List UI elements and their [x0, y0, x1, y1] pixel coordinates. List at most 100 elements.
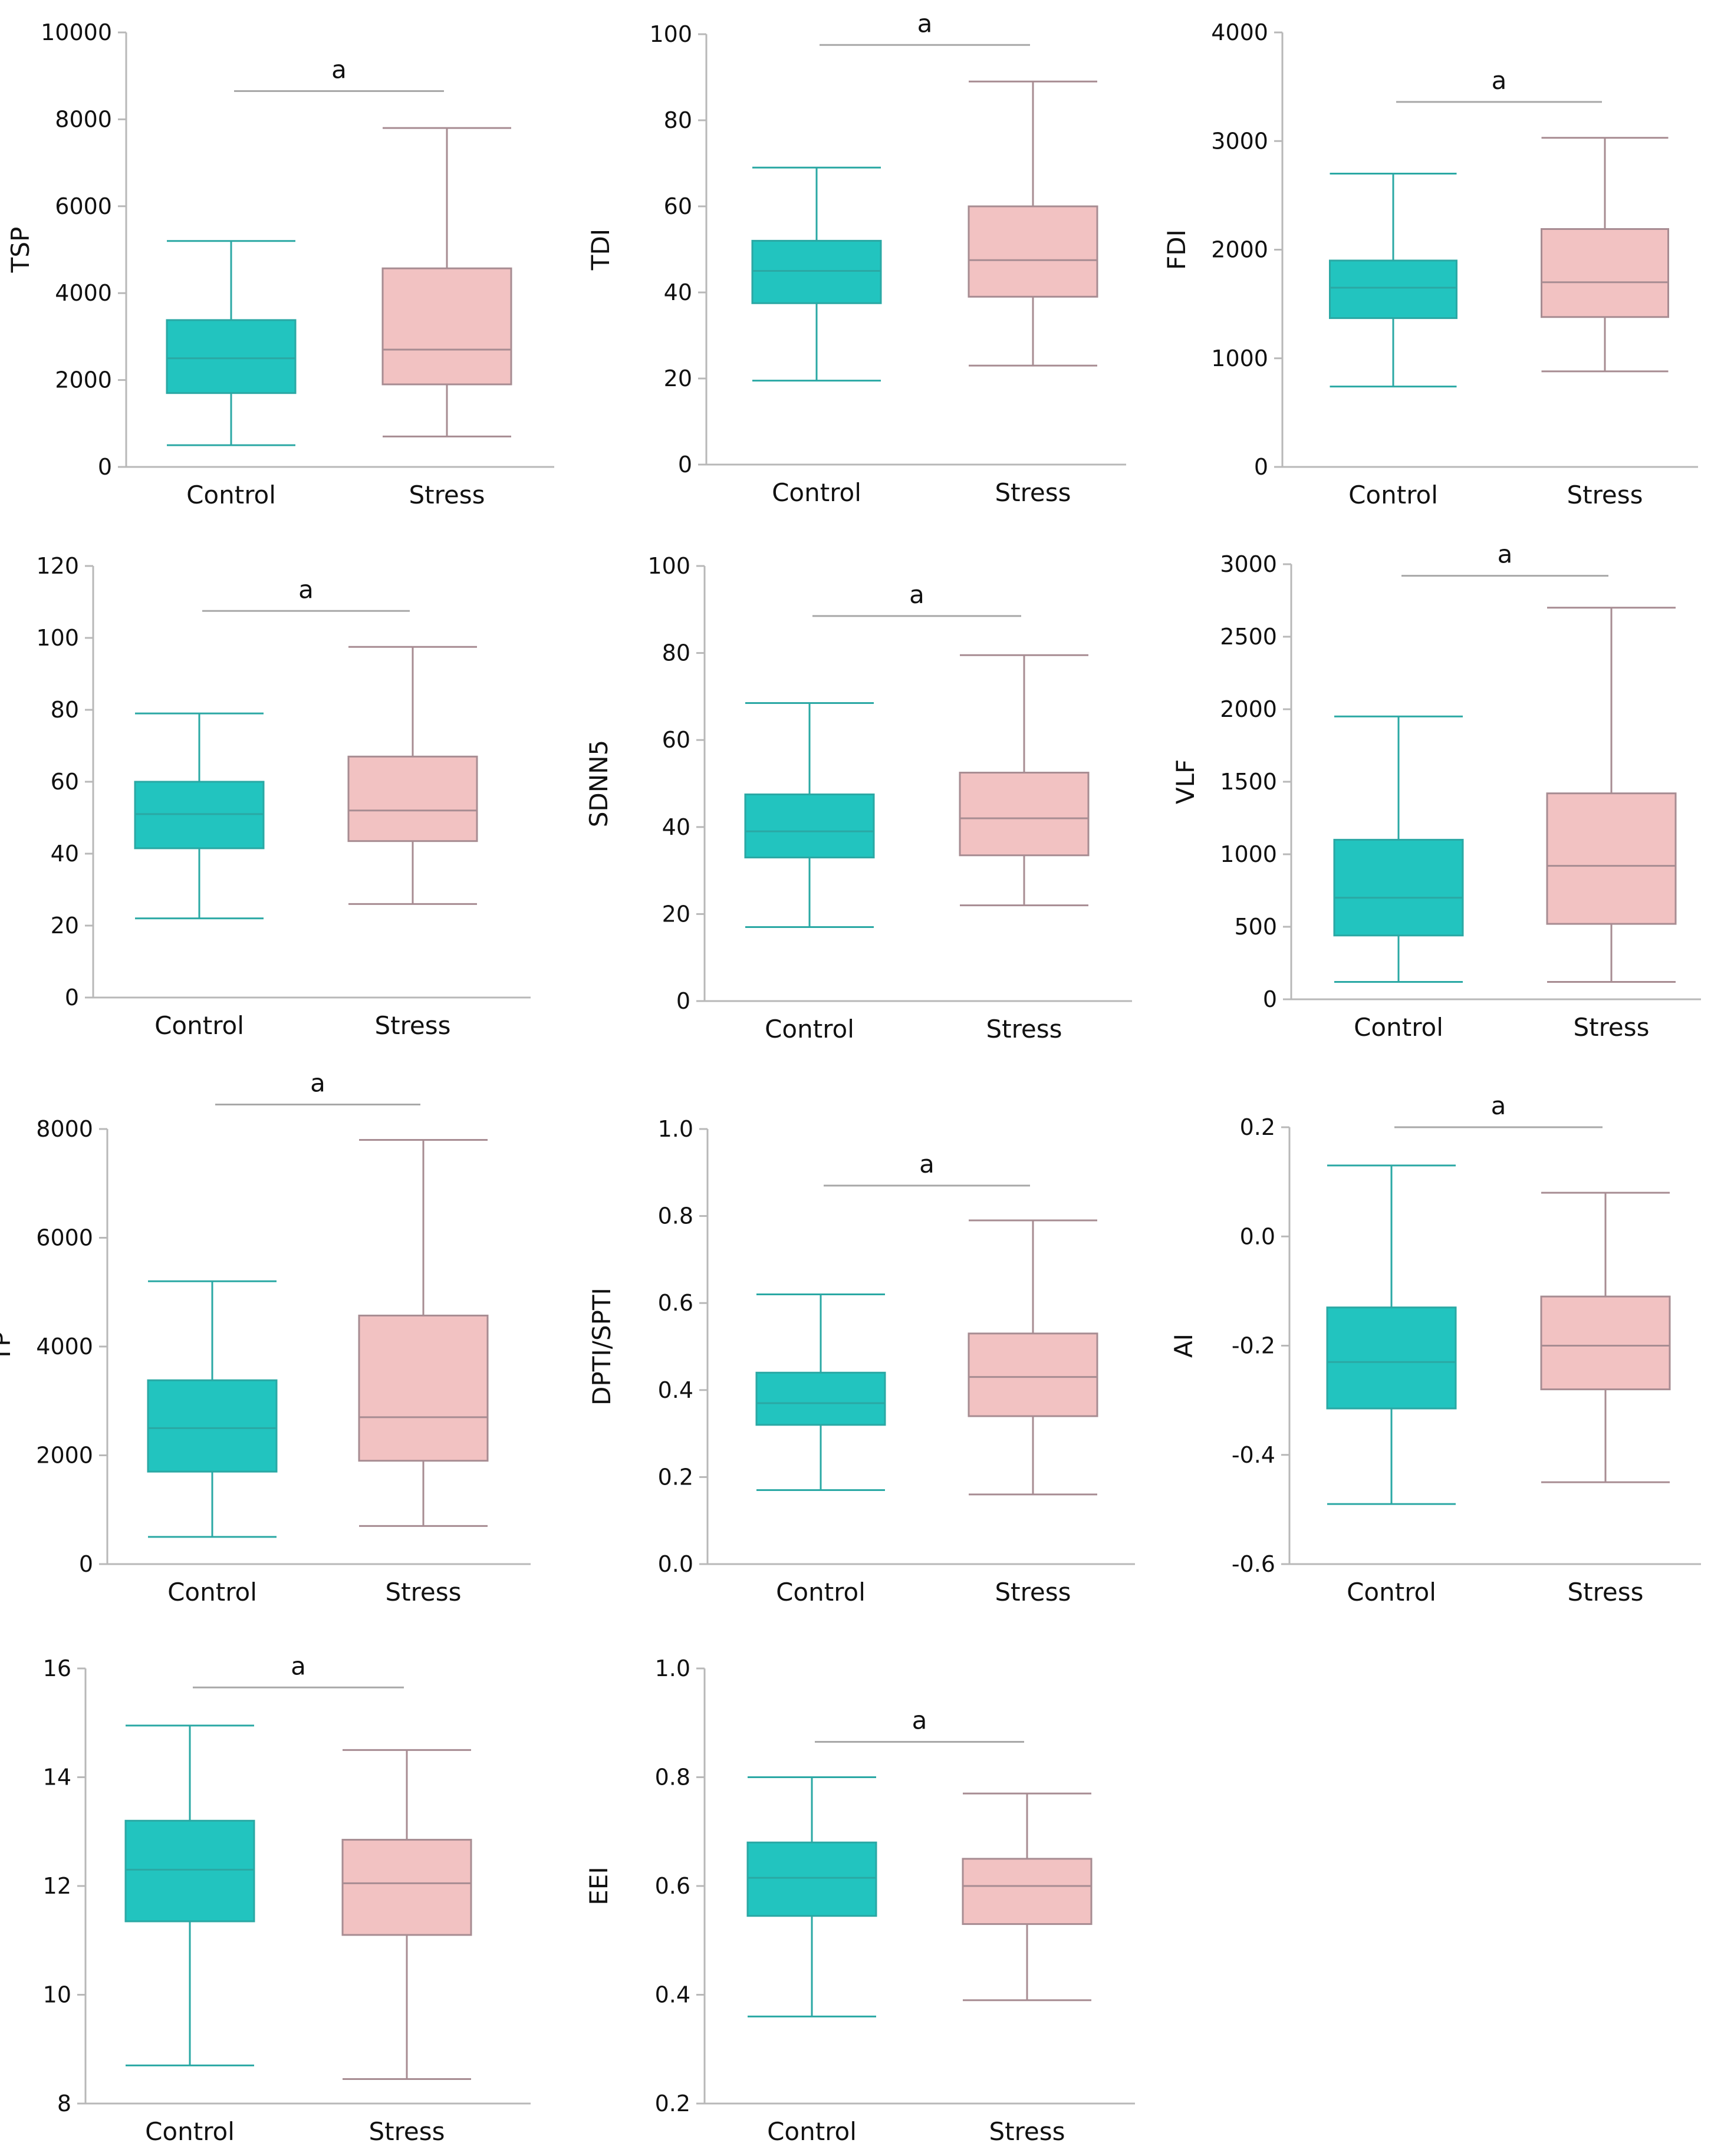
- y-tick-label: -0.4: [1232, 1442, 1275, 1468]
- stress-box: [1540, 1295, 1671, 1391]
- y-tick-label: 0.6: [655, 1873, 690, 1899]
- y-tick-label: 40: [51, 841, 79, 867]
- y-tick-label: 4000: [36, 1334, 93, 1360]
- x-category-label-control: Control: [765, 1015, 854, 1044]
- y-tick-label: -0.6: [1232, 1551, 1275, 1577]
- y-tick-label: 3000: [1211, 128, 1268, 154]
- control-box: [751, 239, 882, 304]
- x-category-label-stress: Stress: [409, 480, 485, 509]
- y-axis-label: SDNN: [0, 746, 2, 818]
- y-tick-label: 1.0: [655, 1655, 690, 1681]
- y-tick-label: 0.8: [658, 1203, 693, 1229]
- stress-box: [968, 205, 1098, 298]
- y-tick-label: 100: [647, 553, 690, 579]
- chart-panel-tdi: 0 20 40 60 80 100 TDI Control Stress a: [586, 9, 1126, 507]
- y-tick-label: 0: [79, 1551, 93, 1577]
- chart-panel-vlf: 0 500 1000 1500 2000 2500 3000 VLF Control Stress…: [1171, 540, 1701, 1042]
- y-tick-label: 20: [662, 901, 690, 927]
- stress-box: [358, 1314, 489, 1462]
- y-tick-label: 0.6: [658, 1290, 693, 1316]
- significance-label: a: [1491, 1091, 1506, 1120]
- x-category-label-control: Control: [772, 478, 861, 507]
- y-tick-label: 120: [36, 553, 79, 579]
- significance-label: a: [919, 1150, 935, 1179]
- chart-panel-tsp: 0 2000 4000 6000 8000 10000 TSP Control Stress a: [6, 19, 554, 509]
- y-tick-label: 1.0: [658, 1116, 693, 1142]
- y-tick-label: 20: [51, 913, 79, 939]
- y-axis-label: TSP: [6, 227, 35, 274]
- significance-label: a: [1492, 66, 1507, 95]
- chart-panel-eei: 0.2 0.4 0.6 0.8 1.0 EEI Control Stress a: [584, 1655, 1135, 2146]
- y-tick-label: 500: [1234, 914, 1277, 940]
- y-tick-label: 0.2: [658, 1464, 693, 1490]
- y-tick-label: 0.0: [1240, 1223, 1275, 1249]
- y-tick-label: 14: [43, 1765, 71, 1790]
- y-tick-label: 100: [36, 625, 79, 651]
- y-tick-label: 3000: [1220, 551, 1277, 577]
- y-tick-label: 40: [662, 814, 690, 840]
- y-tick-label: 2000: [55, 367, 112, 393]
- control-box: [124, 1819, 255, 1923]
- y-tick-label: 2000: [1211, 237, 1268, 263]
- chart-panel-c1: 810121416C1ControlStressa: [43, 1651, 531, 2146]
- significance-label: a: [298, 575, 314, 604]
- y-tick-label: 80: [664, 107, 692, 133]
- y-tick-label: 60: [662, 727, 690, 753]
- significance-label: a: [909, 580, 924, 609]
- x-category-label-control: Control: [1354, 1013, 1443, 1042]
- x-category-label-control: Control: [154, 1011, 244, 1040]
- y-tick-label: 20: [664, 366, 692, 391]
- y-tick-label: 0.0: [658, 1551, 693, 1577]
- control-box: [755, 1371, 886, 1426]
- stress-box: [1546, 792, 1677, 925]
- y-tick-label: 8000: [55, 106, 112, 132]
- y-tick-label: 2000: [1220, 696, 1277, 722]
- y-tick-label: 6000: [55, 193, 112, 219]
- y-tick-label: 16: [43, 1655, 71, 1681]
- control-box: [147, 1379, 278, 1473]
- y-tick-label: 60: [664, 193, 692, 219]
- control-box: [1329, 259, 1457, 320]
- control-box: [166, 319, 297, 394]
- chart-panel-fdi: 0 1000 2000 3000 4000 FDI Control Stress a: [1162, 19, 1698, 509]
- y-tick-label: 4000: [55, 280, 112, 306]
- y-tick-label: 4000: [1211, 19, 1268, 45]
- x-category-label-stress: Stress: [368, 2117, 445, 2146]
- chart-panel-sdnn: 0 20 40 60 80 100 120 SDNN Control Stress a: [0, 553, 531, 1040]
- y-tick-label: 80: [662, 640, 690, 666]
- x-category-label-stress: Stress: [986, 1015, 1062, 1044]
- x-category-label-stress: Stress: [1567, 1578, 1643, 1607]
- y-axis-label: EEI: [584, 1867, 613, 1905]
- y-axis-label: TP: [0, 1332, 16, 1362]
- y-axis-label: FDI: [1162, 229, 1191, 270]
- y-tick-label: 2000: [36, 1443, 93, 1469]
- control-box: [1326, 1306, 1457, 1410]
- y-tick-label: 1500: [1220, 769, 1277, 795]
- y-tick-label: 0.2: [1240, 1114, 1275, 1140]
- x-category-label-stress: Stress: [995, 1578, 1071, 1607]
- chart-panel-ai: -0.6 -0.4 -0.2 0.0 0.2 AI Control Stress a: [1169, 1091, 1701, 1607]
- x-category-label-control: Control: [186, 480, 276, 509]
- y-tick-label: 40: [664, 279, 692, 305]
- y-tick-label: 10000: [41, 19, 112, 45]
- y-tick-label: 1000: [1211, 345, 1268, 371]
- stress-box: [968, 1332, 1098, 1417]
- control-box: [746, 1841, 877, 1917]
- stress-box: [347, 755, 478, 842]
- stress-box: [962, 1858, 1093, 1925]
- chart-panel-dpti-spti: 0.0 0.2 0.4 0.6 0.8 1.0 DPTI/SPTI Control Stress…: [587, 1116, 1135, 1607]
- chart-panel-sdnn5: 0 20 40 60 80 100 SDNN5 Control Stress a: [584, 553, 1132, 1044]
- stress-box: [959, 772, 1090, 857]
- y-tick-label: 0.4: [658, 1377, 693, 1403]
- y-tick-label: 1000: [1220, 841, 1277, 867]
- significance-label: a: [291, 1651, 306, 1680]
- significance-label: a: [331, 55, 347, 84]
- stress-box: [1541, 228, 1669, 318]
- x-category-label-stress: Stress: [1567, 480, 1643, 509]
- y-tick-label: 100: [649, 21, 692, 47]
- stress-box: [381, 267, 512, 386]
- x-category-label-control: Control: [1348, 480, 1438, 509]
- y-axis-label: SDNN5: [584, 740, 613, 828]
- y-tick-label: 0: [676, 988, 690, 1014]
- x-category-label-stress: Stress: [374, 1011, 450, 1040]
